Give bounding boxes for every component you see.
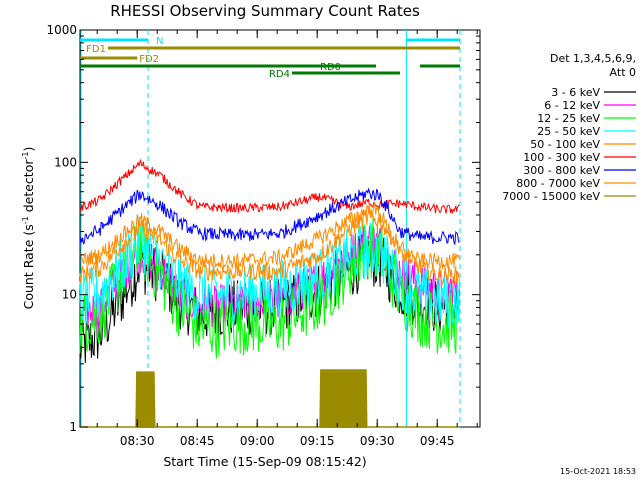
x-tick-label: 08:30 — [120, 434, 155, 448]
y-tick-label: 1000 — [46, 23, 77, 37]
legend-label-3-6-kev: 3 - 6 keV — [551, 86, 600, 99]
series-line-300-800-kev — [79, 187, 460, 246]
x-axis-label: Start Time (15-Sep-09 08:15:42) — [163, 454, 366, 469]
y-axis-label-main: Count Rate (s — [21, 224, 36, 309]
y-axis-label: Count Rate (s-1 detector-1) — [21, 147, 36, 310]
series-lines — [79, 158, 460, 428]
legend-title-2: Att 0 — [610, 66, 636, 79]
legend-label-50-100-kev: 50 - 100 keV — [530, 138, 600, 151]
y-axis-label-end: ) — [21, 147, 36, 152]
x-tick-label: 09:00 — [240, 434, 275, 448]
x-axis-ticks: 08:30 08:45 09:00 09:15 09:30 09:45 — [96, 30, 478, 448]
series-line-800-7000-kev — [79, 202, 460, 270]
timestamp: 15-Oct-2021 18:53 — [560, 467, 636, 476]
legend-label-800-7000-kev: 800 - 7000 keV — [516, 177, 600, 190]
y-axis-label-exp1: -1 — [21, 216, 30, 224]
flag-label-fd2: FD2 — [139, 54, 159, 65]
series-line-50-100-kev — [79, 209, 460, 286]
chart-title: RHESSI Observing Summary Count Rates — [110, 2, 420, 20]
observing-flags: N FD1 FD2 RD0 RD4 — [80, 36, 460, 80]
series-line-100-300-kev — [79, 158, 460, 214]
legend-label-12-25-kev: 12 - 25 keV — [537, 112, 600, 125]
y-axis-ticks: 1 10 100 1000 — [46, 23, 480, 434]
legend-title-1: Det 1,3,4,5,6,9, — [550, 52, 636, 65]
legend-label-6-12-kev: 6 - 12 keV — [544, 99, 600, 112]
legend-label-300-800-kev: 300 - 800 keV — [523, 164, 600, 177]
series-line-7000-15000-kev — [80, 369, 460, 428]
flag-label-rd4: RD4 — [269, 69, 290, 80]
x-tick-label: 09:45 — [420, 434, 455, 448]
legend-label-25-50-kev: 25 - 50 keV — [537, 125, 600, 138]
series-line-25-50-kev — [79, 215, 460, 328]
y-axis-label-mid: detector — [21, 159, 36, 217]
legend-label-100-300-kev: 100 - 300 keV — [523, 151, 600, 164]
flag-label-fd1: FD1 — [86, 44, 106, 55]
y-tick-label: 1 — [69, 420, 77, 434]
y-axis-label-exp2: -1 — [21, 152, 30, 160]
x-tick-label: 09:30 — [360, 434, 395, 448]
y-tick-label: 10 — [62, 288, 77, 302]
flag-label-n: N — [156, 36, 163, 47]
y-tick-label: 100 — [54, 155, 77, 169]
legend-label-7000-15000-kev: 7000 - 15000 keV — [502, 190, 600, 203]
x-tick-label: 08:45 — [180, 434, 215, 448]
flag-label-rd0: RD0 — [320, 62, 341, 73]
x-tick-label: 09:15 — [300, 434, 335, 448]
